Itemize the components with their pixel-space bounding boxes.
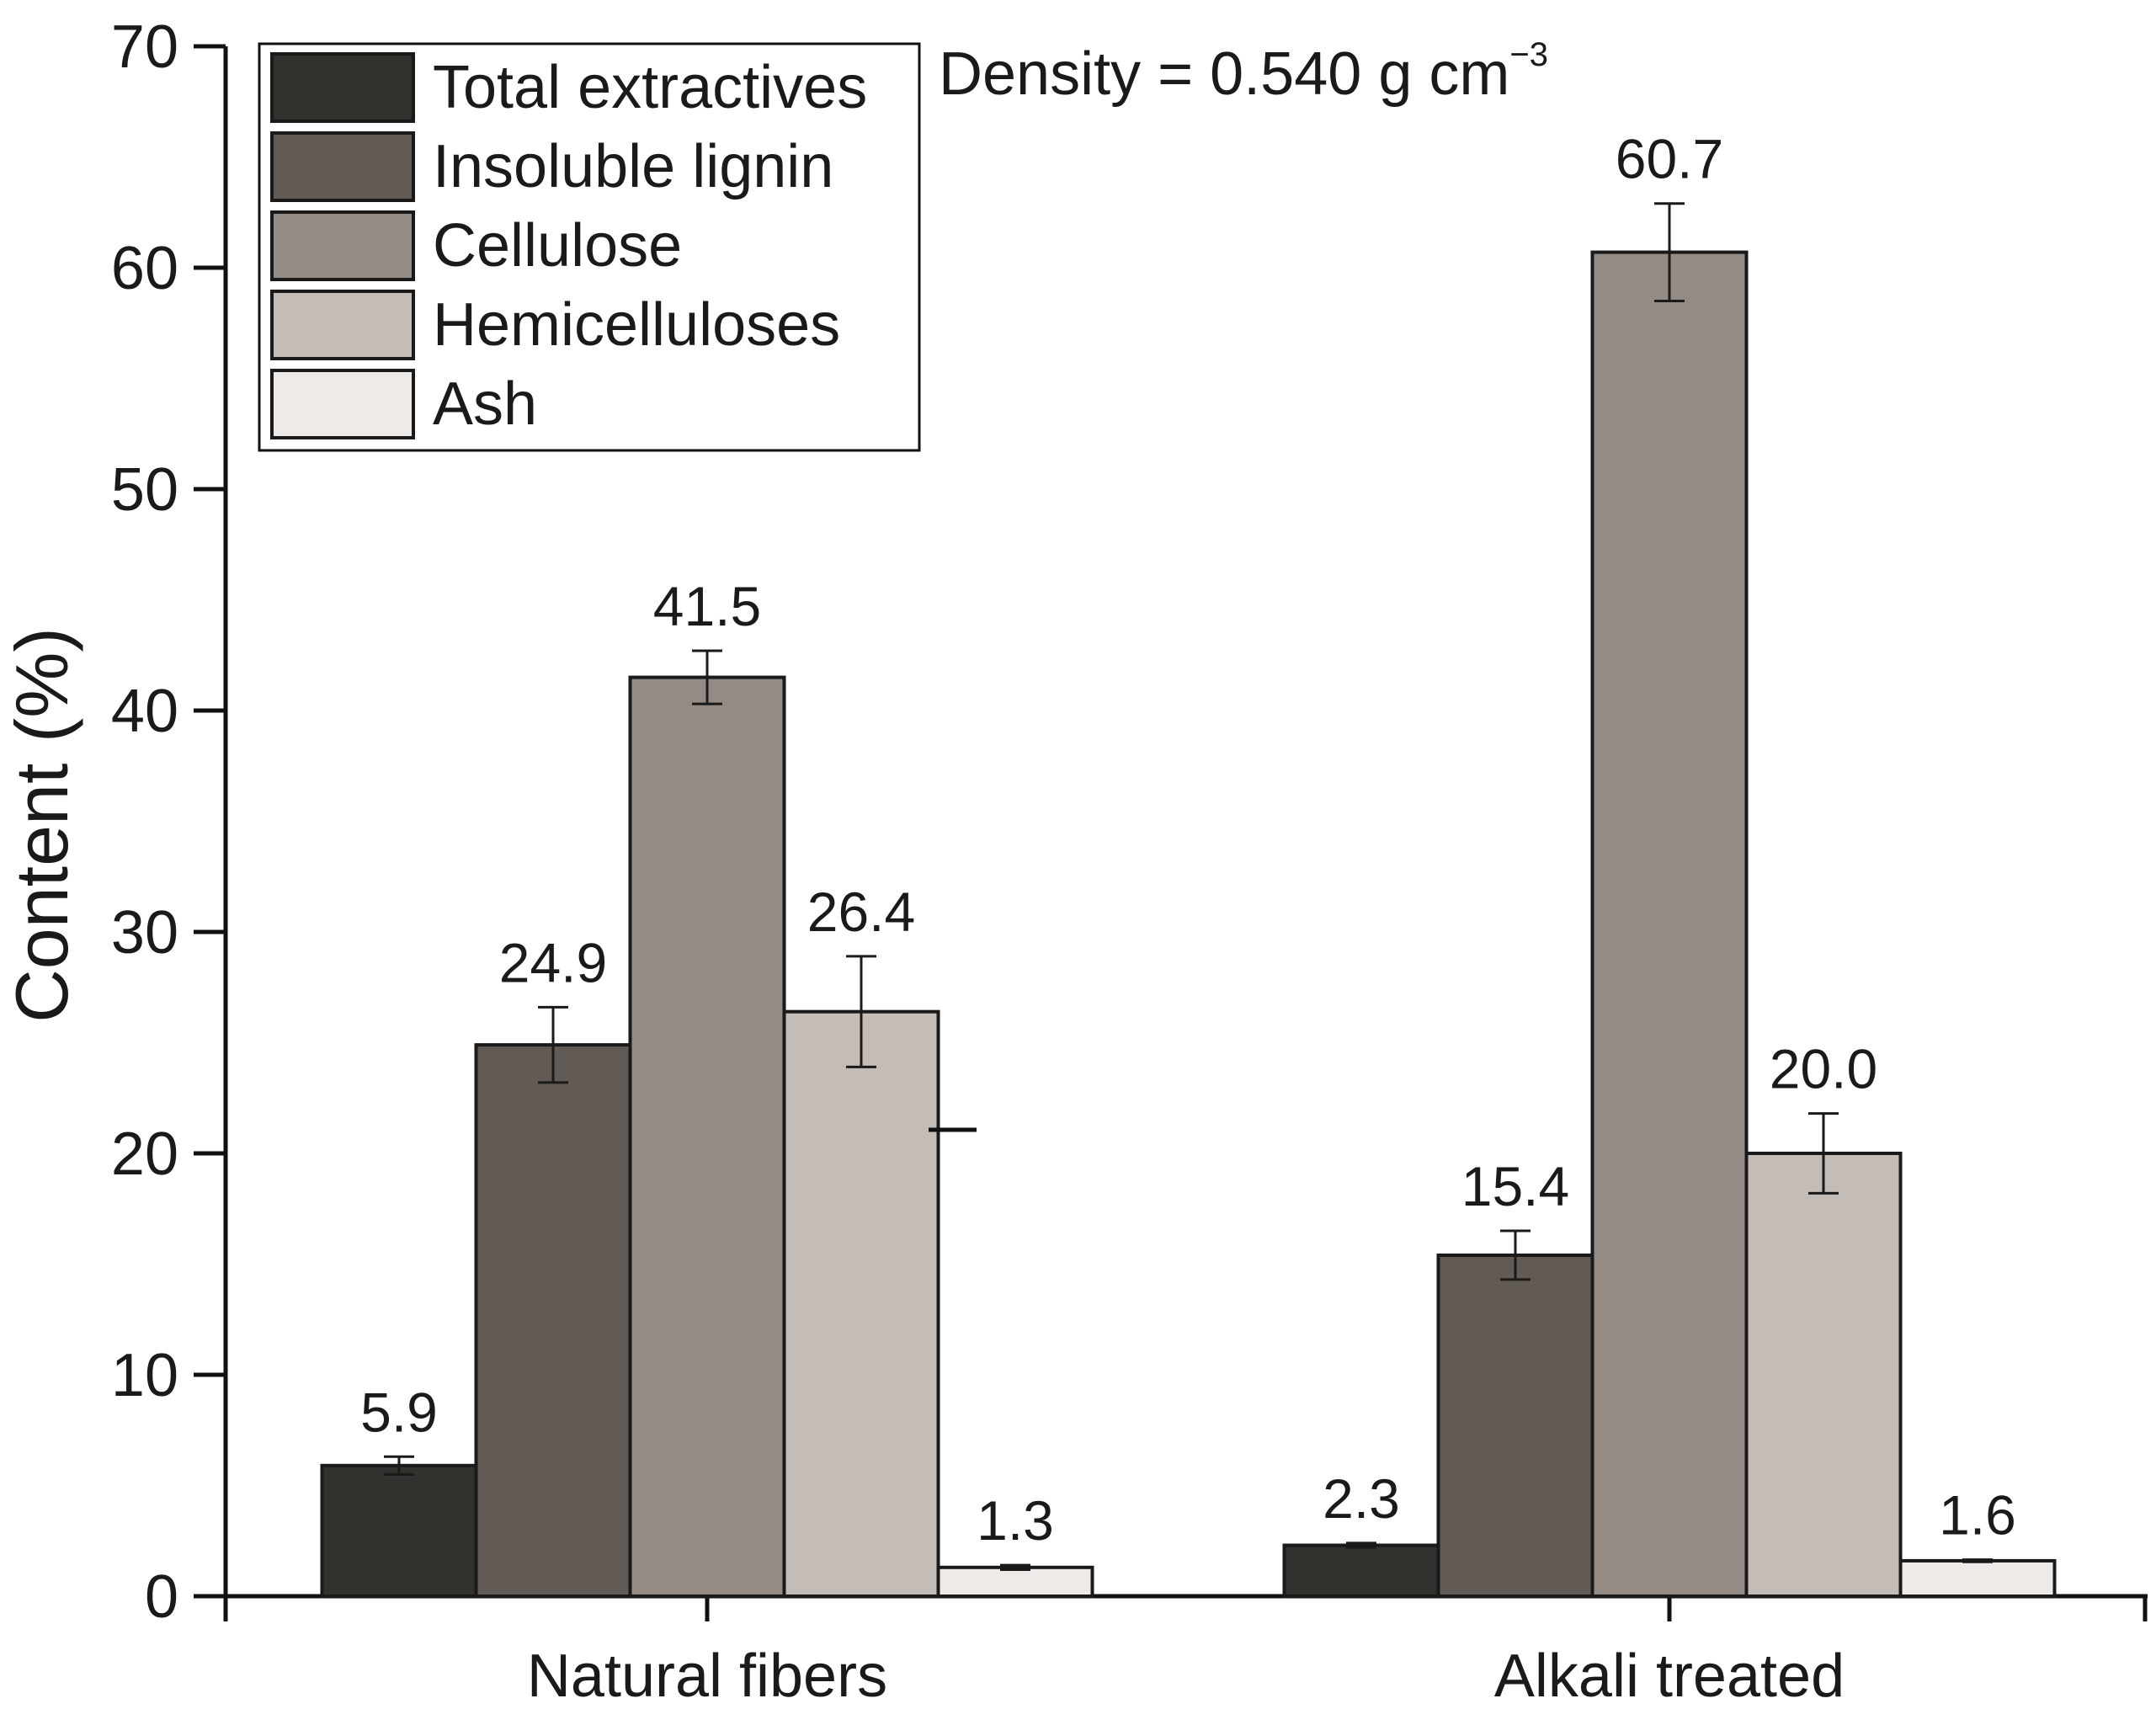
bar (1898, 1558, 2057, 1599)
y-axis-title: Content (%) (0, 627, 83, 1023)
data-label: 41.5 (653, 575, 761, 637)
y-tick-label: 30 (111, 899, 178, 966)
data-label: 26.4 (807, 881, 915, 943)
y-tick-label: 70 (111, 13, 178, 81)
y-tick-label: 0 (145, 1563, 178, 1631)
legend-swatch (270, 290, 415, 360)
bar (1590, 250, 1749, 1599)
legend: Total extractives Insoluble lignin Cellulo… (258, 42, 921, 452)
bar (474, 1043, 632, 1598)
data-label: 24.9 (499, 931, 607, 993)
y-tick-label: 10 (111, 1342, 178, 1409)
data-label: 1.6 (1939, 1484, 2016, 1547)
legend-label: Insoluble lignin (433, 133, 833, 200)
density-annotation-superscript: −3 (1509, 36, 1548, 73)
x-tick-label: Alkali treated (1494, 1642, 1845, 1709)
bar (1282, 1543, 1440, 1599)
legend-swatch (270, 52, 415, 123)
legend-label: Hemicelluloses (433, 291, 840, 359)
legend-swatch (270, 210, 415, 281)
data-label: 1.3 (977, 1489, 1054, 1552)
data-labels: 5.9 24.9 41.5 26.4 1.3 2.3 15.4 60.7 20.0 1.6 (360, 128, 2016, 1552)
bars (320, 202, 2057, 1599)
bar (1436, 1253, 1594, 1598)
y-tick-label: 50 (111, 456, 178, 524)
data-label: 15.4 (1461, 1155, 1569, 1217)
legend-label: Ash (433, 370, 537, 438)
bar (1744, 1152, 1903, 1598)
y-tick-label: 40 (111, 678, 178, 745)
x-tick-label: Natural fibers (527, 1642, 887, 1709)
legend-swatch (270, 369, 415, 439)
data-label: 60.7 (1616, 128, 1723, 190)
legend-label: Cellulose (433, 212, 682, 280)
density-annotation-text: Density = 0.540 g cm (939, 40, 1509, 108)
legend-label: Total extractives (433, 54, 867, 121)
legend-swatch (270, 131, 415, 202)
y-tick-label: 60 (111, 235, 178, 302)
data-label: 5.9 (360, 1381, 438, 1443)
bar (936, 1565, 1094, 1599)
bar (320, 1463, 478, 1598)
axes: 0 10 20 30 40 50 60 70 Natural fibers Alkali trea… (111, 13, 2148, 1709)
data-label: 2.3 (1323, 1467, 1400, 1530)
y-tick-label: 20 (111, 1121, 178, 1188)
bar (628, 675, 786, 1598)
data-label: 20.0 (1770, 1038, 1877, 1100)
density-annotation: Density = 0.540 g cm−3 (939, 36, 1548, 108)
bar (782, 1009, 940, 1599)
